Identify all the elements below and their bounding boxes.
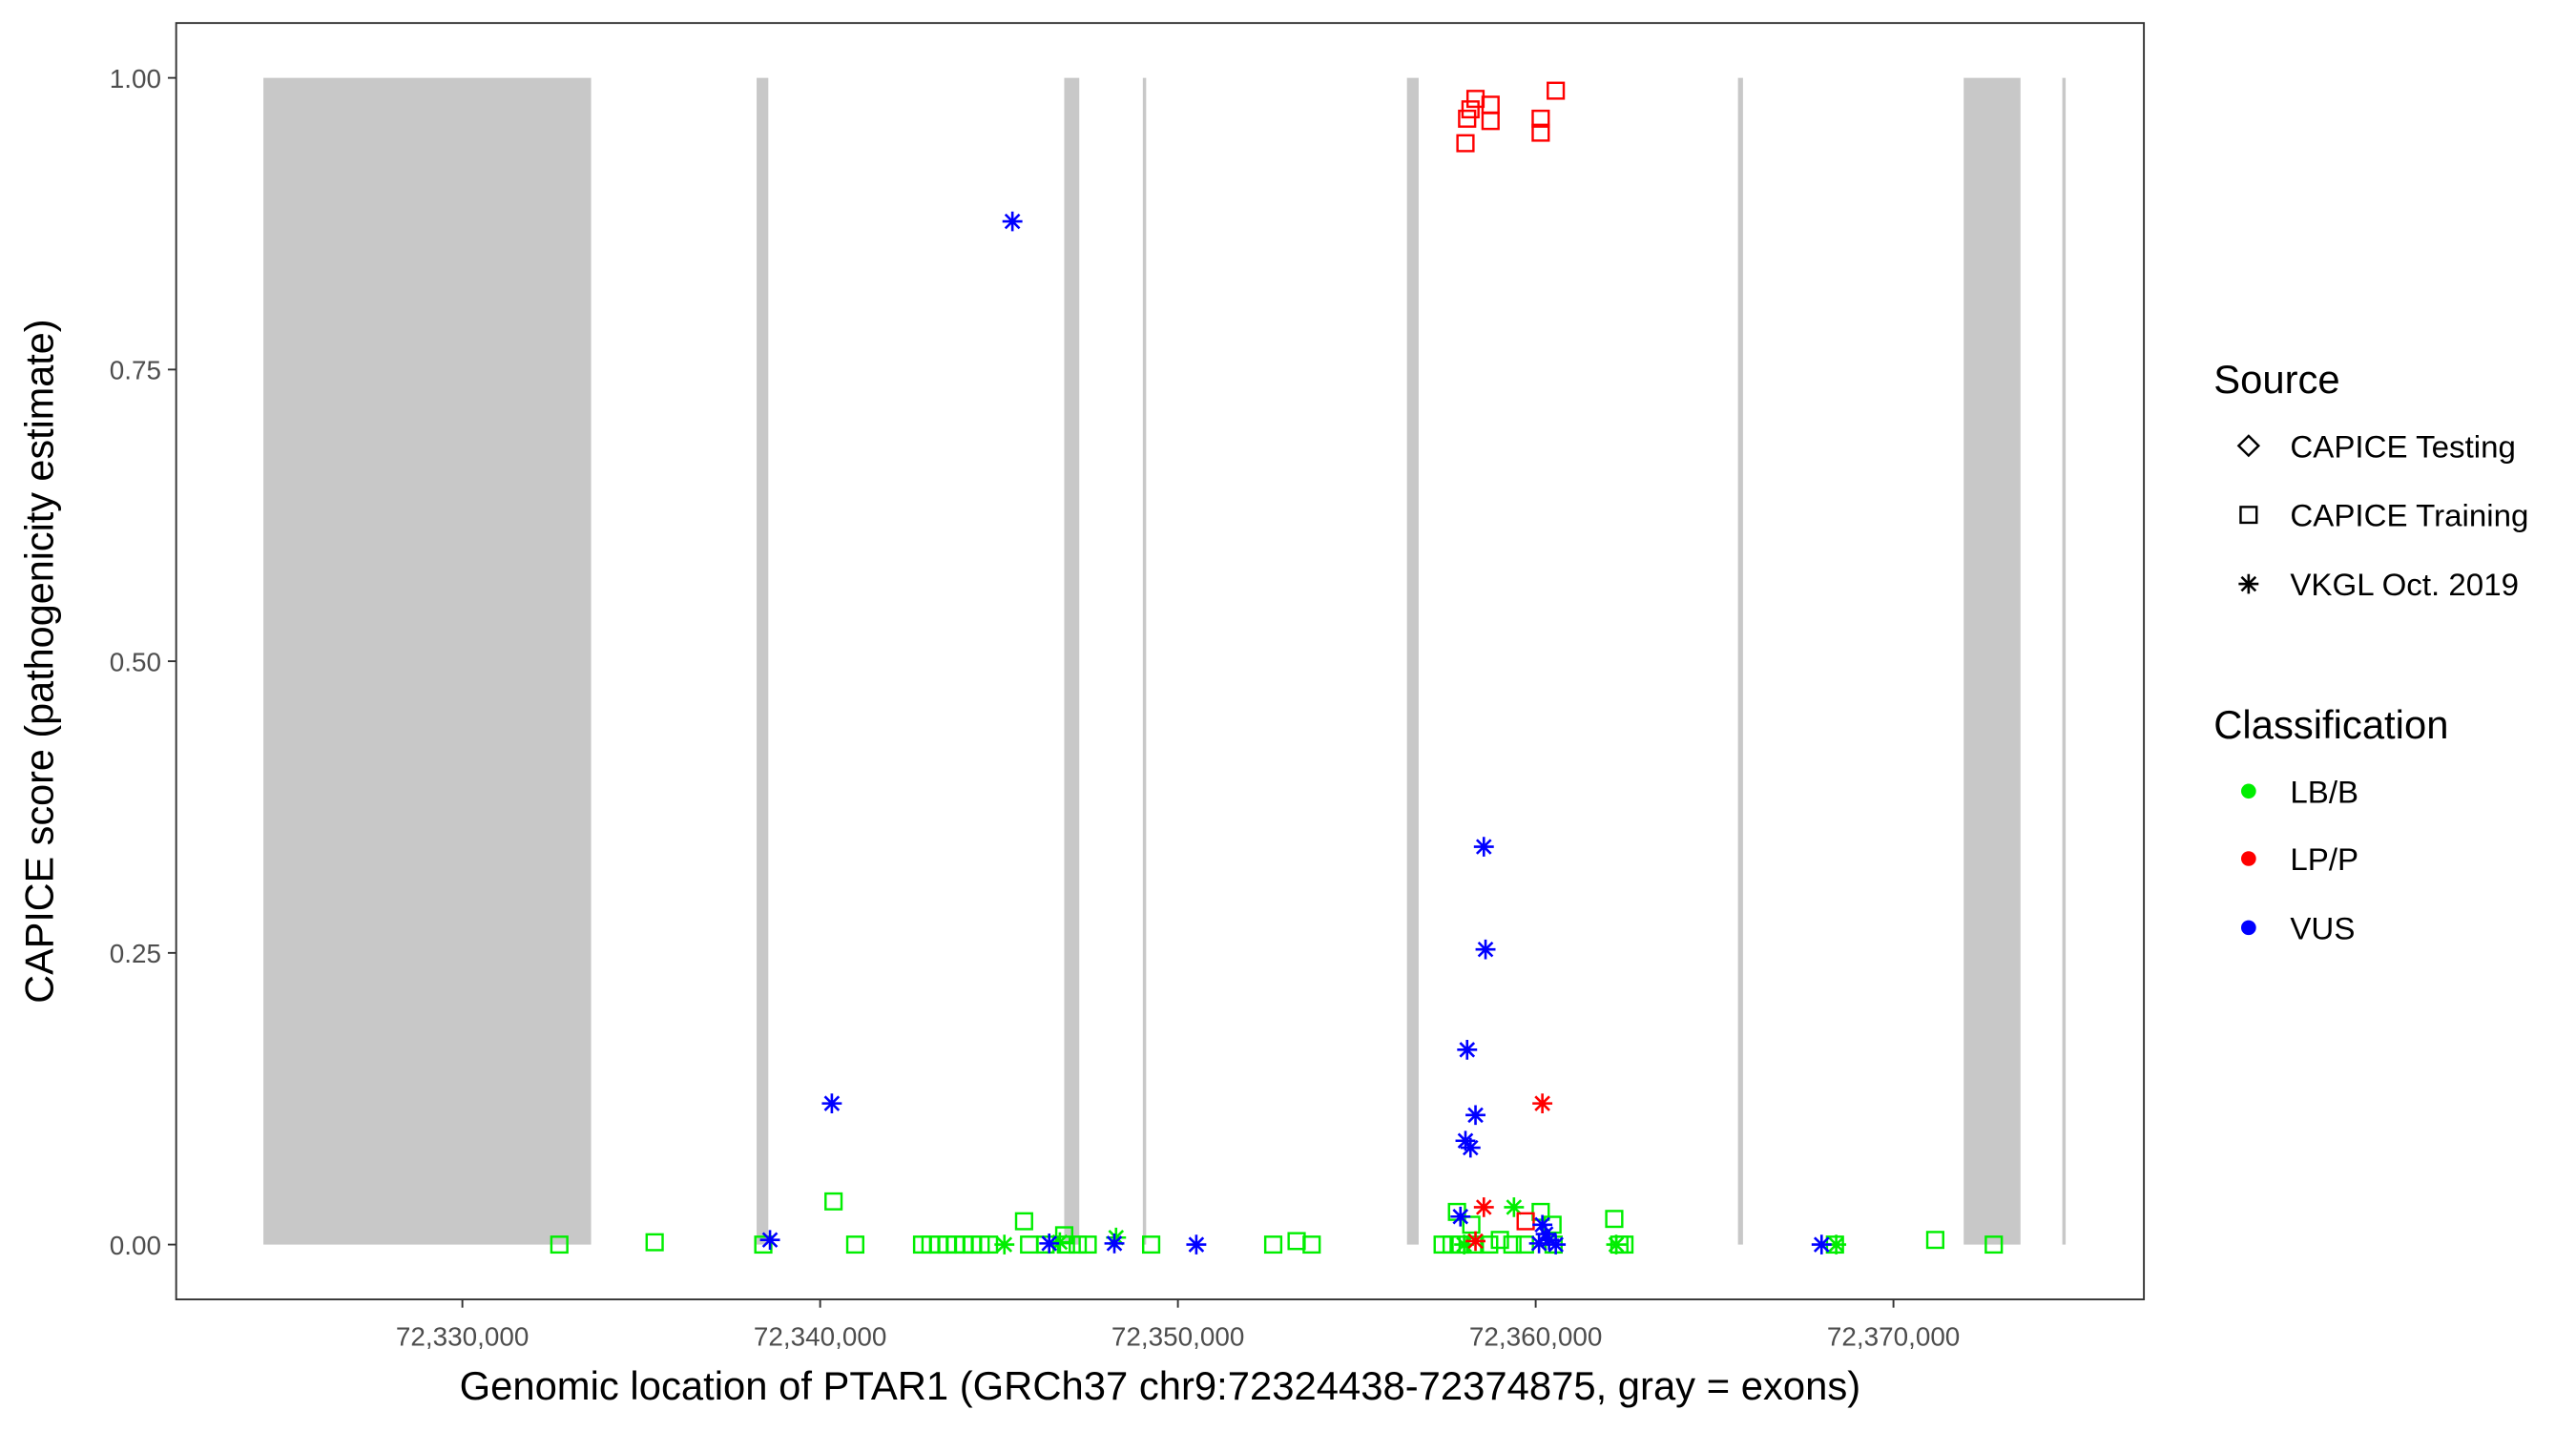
data-point <box>550 1235 569 1255</box>
data-point <box>1302 1235 1321 1255</box>
legend-label-vus: VUS <box>2290 911 2355 946</box>
x-tick-label: 72,350,000 <box>1111 1321 1244 1351</box>
data-point <box>1450 1206 1471 1227</box>
data-point <box>1606 1234 1627 1255</box>
data-point <box>1532 1093 1553 1113</box>
data-point <box>1503 1235 1522 1255</box>
legend-label-lpp: LP/P <box>2290 841 2358 877</box>
points-layer <box>550 81 2004 1255</box>
data-point <box>1039 1234 1060 1254</box>
data-point <box>1480 1235 1499 1255</box>
data-point <box>1547 81 1566 100</box>
y-tick-label: 0.00 <box>110 1231 161 1260</box>
data-point <box>1069 1235 1088 1255</box>
legend-label-lbb: LB/B <box>2290 775 2358 810</box>
data-point <box>1490 1231 1509 1250</box>
x-tick-label: 72,340,000 <box>754 1321 886 1351</box>
exon-rect <box>263 77 592 1245</box>
legend-key-dot-icon <box>2241 851 2256 866</box>
data-point <box>1925 1231 1944 1250</box>
data-point <box>1454 1234 1475 1255</box>
y-tick-label: 0.75 <box>110 356 161 385</box>
exon-rect <box>757 77 769 1245</box>
data-point <box>1078 1235 1097 1255</box>
data-point <box>1458 109 1477 128</box>
y-tick-label: 0.50 <box>110 648 161 677</box>
x-axis-title: Genomic location of PTAR1 (GRCh37 chr9:7… <box>460 1363 1861 1408</box>
legend-key-square-icon <box>2239 506 2258 525</box>
x-tick-label: 72,330,000 <box>396 1321 529 1351</box>
data-point <box>1455 1130 1476 1151</box>
data-point <box>1186 1234 1207 1255</box>
legend-label-vkgl: VKGL Oct. 2019 <box>2290 567 2519 602</box>
y-tick-label: 1.00 <box>110 64 161 93</box>
data-point <box>1461 100 1480 119</box>
data-point <box>1481 112 1500 131</box>
data-point <box>1531 1202 1550 1221</box>
data-point <box>1504 1197 1525 1217</box>
data-point <box>1531 109 1550 128</box>
data-point <box>1456 134 1475 153</box>
data-point <box>824 1192 843 1211</box>
exon-rect <box>2062 77 2067 1245</box>
legend-key-asterisk-icon <box>2238 573 2259 594</box>
exon-rect <box>1963 77 2021 1245</box>
data-point <box>1106 1227 1127 1248</box>
data-point <box>1531 123 1550 142</box>
x-tick-label: 72,360,000 <box>1469 1321 1602 1351</box>
data-point <box>1462 1215 1481 1234</box>
data-point <box>1528 1234 1549 1254</box>
legend-title-classification: Classification <box>2213 702 2448 747</box>
data-point <box>1605 1210 1624 1229</box>
data-point <box>754 1235 773 1255</box>
data-point <box>1516 1212 1535 1231</box>
data-point <box>1465 1105 1485 1126</box>
exon-rect <box>1406 77 1419 1245</box>
legend-label-capice-training: CAPICE Training <box>2290 498 2528 533</box>
legend-label-capice-testing: CAPICE Testing <box>2290 428 2516 464</box>
data-point <box>821 1093 842 1113</box>
data-point <box>1473 1197 1494 1217</box>
y-tick-label: 0.25 <box>110 939 161 968</box>
data-point <box>1141 1235 1161 1255</box>
data-point <box>759 1230 780 1251</box>
legend: Source CAPICE Testing CAPICE Training VK… <box>2213 357 2528 945</box>
exon-layer <box>263 77 2067 1245</box>
data-point <box>1984 1235 2004 1255</box>
data-point <box>1049 1232 1070 1253</box>
data-point <box>845 1235 864 1255</box>
data-point <box>1457 1040 1478 1060</box>
data-point <box>1826 1234 1847 1255</box>
data-point <box>1014 1212 1033 1231</box>
data-point <box>994 1234 1015 1255</box>
data-point <box>1104 1234 1125 1254</box>
data-point <box>1539 1230 1560 1251</box>
data-point <box>645 1233 664 1252</box>
x-tick-label: 72,370,000 <box>1827 1321 1960 1351</box>
data-point <box>1535 1224 1556 1244</box>
y-axis-title: CAPICE score (pathogenicity estimate) <box>17 319 62 1003</box>
axes: 72,330,000 72,340,000 72,350,000 72,360,000… <box>110 64 1961 1351</box>
data-point <box>1473 837 1494 857</box>
data-point <box>1475 939 1496 960</box>
data-point <box>1465 1231 1485 1252</box>
legend-title-source: Source <box>2213 357 2339 402</box>
exon-rect <box>1142 77 1147 1245</box>
exon-rect <box>1064 77 1080 1245</box>
data-point <box>1546 1234 1567 1255</box>
data-point <box>1002 211 1023 232</box>
legend-key-dot-icon <box>2241 920 2256 936</box>
exon-rect <box>1737 77 1743 1245</box>
data-point <box>1263 1235 1283 1255</box>
data-point <box>1532 1214 1553 1235</box>
data-point <box>1811 1234 1832 1255</box>
legend-key-diamond-icon <box>2236 434 2261 458</box>
legend-key-dot-icon <box>2241 783 2256 799</box>
data-point <box>1460 1137 1481 1158</box>
